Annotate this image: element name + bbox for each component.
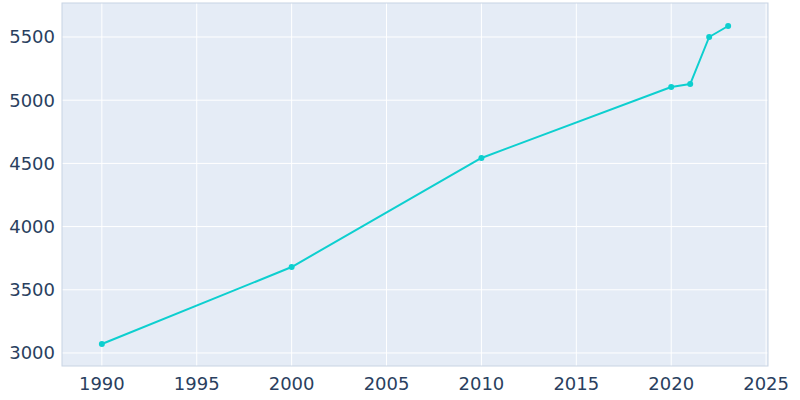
marker <box>478 155 484 161</box>
chart: 1990 1995 2000 2005 2010 2015 2020 2025 3000 3500… <box>0 0 800 400</box>
x-tick-label: 1995 <box>174 373 220 394</box>
marker <box>668 84 674 90</box>
x-tick-label: 2020 <box>648 373 694 394</box>
x-tick-label: 2015 <box>553 373 599 394</box>
x-grid-line <box>576 3 577 366</box>
x-grid-line <box>101 3 102 366</box>
x-grid-line <box>481 3 482 366</box>
y-tick-label: 5000 <box>9 90 55 111</box>
y-tick-label: 4500 <box>9 153 55 174</box>
marker <box>687 81 693 87</box>
marker <box>725 23 731 29</box>
plot-frame <box>62 3 768 366</box>
x-grid-line <box>196 3 197 366</box>
marker <box>289 264 295 270</box>
x-tick-label: 1990 <box>79 373 125 394</box>
x-grid-line <box>671 3 672 366</box>
marker <box>99 341 105 347</box>
y-grid-line <box>62 352 768 353</box>
x-grid-line <box>386 3 387 366</box>
y-tick-label: 3000 <box>9 342 55 363</box>
y-tick-label: 5500 <box>9 26 55 47</box>
plot-background <box>62 3 768 366</box>
x-tick-label: 2010 <box>459 373 505 394</box>
series-group <box>99 23 731 347</box>
y-grid-line <box>62 289 768 290</box>
y-tick-label: 4000 <box>9 216 55 237</box>
line <box>102 26 728 344</box>
x-grid-line <box>291 3 292 366</box>
x-grid-line <box>766 3 767 366</box>
x-tick-label: 2005 <box>364 373 410 394</box>
y-grid-line <box>62 226 768 227</box>
x-tick-label: 2000 <box>269 373 315 394</box>
marker <box>706 34 712 40</box>
x-tick-label: 2025 <box>743 373 789 394</box>
y-tick-label: 3500 <box>9 279 55 300</box>
y-grid-line <box>62 163 768 164</box>
y-grid-line <box>62 36 768 37</box>
y-grid-line <box>62 100 768 101</box>
